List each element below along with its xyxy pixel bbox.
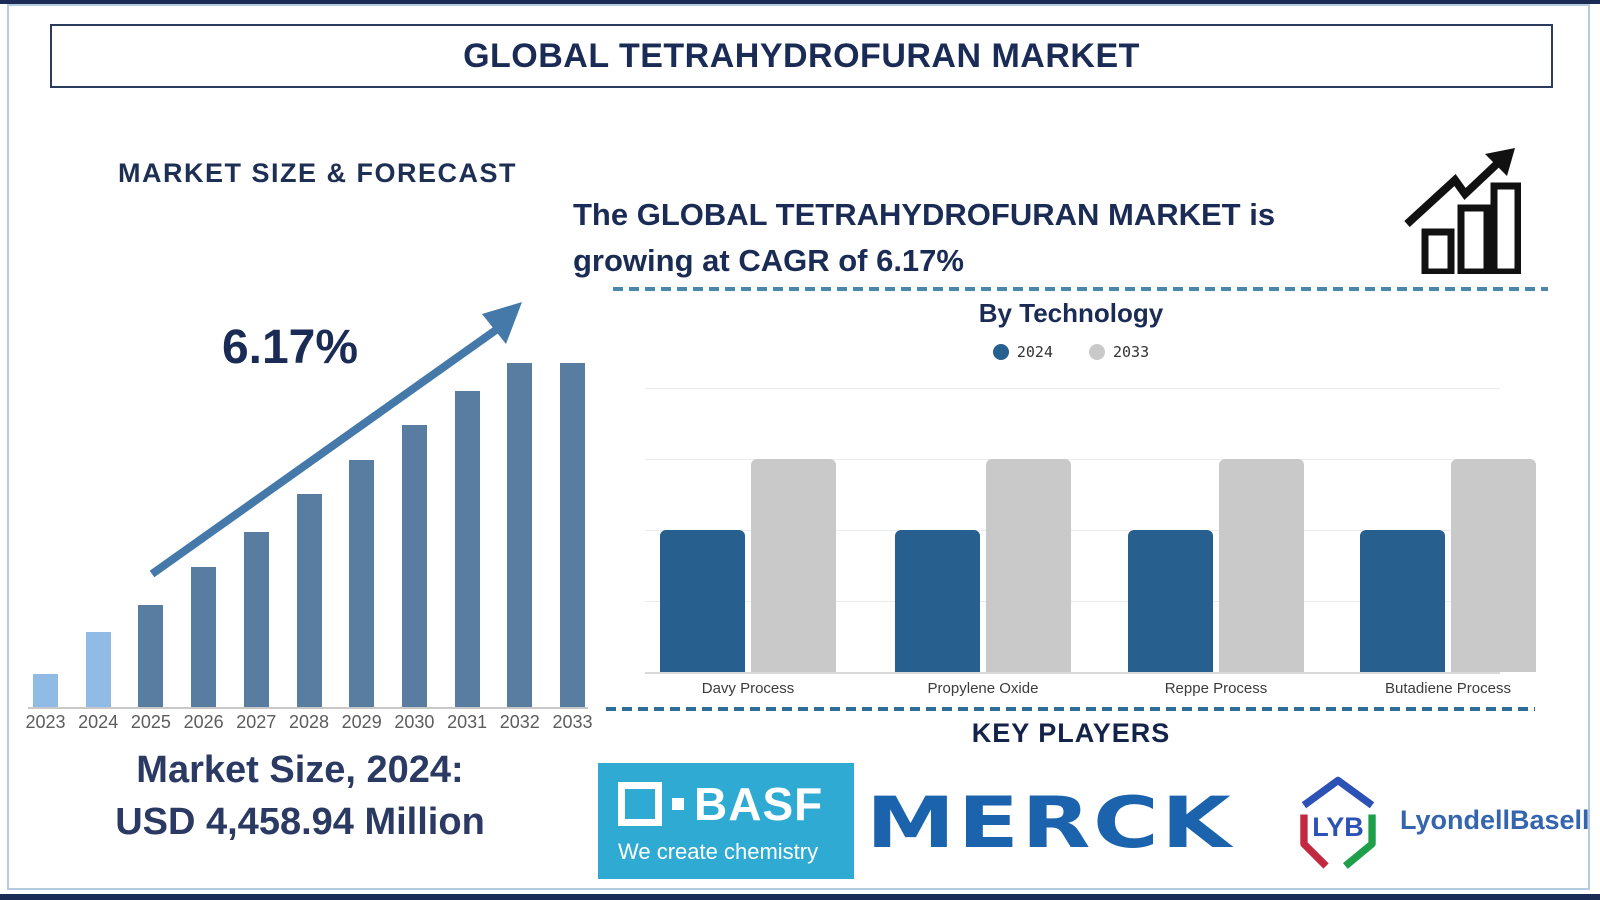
tech-bar-2024-propylene-oxide [895,530,980,672]
forecast-year-label-2033: 2033 [552,712,593,732]
lyondellbasell-wordmark: LyondellBasell [1400,804,1590,835]
top-accent-strip [0,0,1600,4]
forecast-year-label-2027: 2027 [236,712,277,732]
forecast-year-label-2023: 2023 [25,712,66,732]
tech-bar-2033-davy-process [751,459,836,672]
forecast-year-label-2028: 2028 [288,712,330,732]
dashed-divider-top [613,287,1548,291]
cagr-annotation: 6.17% [221,321,359,374]
bottom-accent-strip [0,894,1600,900]
legend-item-2024: 2024 [992,343,1053,361]
forecast-year-label-2032: 2032 [499,712,540,732]
merck-wordmark: MERCK [866,782,1234,864]
tech-group-propylene-oxide [895,388,1071,672]
forecast-year-label-2024: 2024 [78,712,119,732]
forecast-bar-2028 [296,494,322,708]
cagr-headline-line2: growing at CAGR of 6.17% [573,243,964,278]
market-size-line2: USD 4,458.94 Million [115,801,485,843]
lyb-hexagon-icon: LYB [1292,768,1384,872]
page-title: GLOBAL TETRAHYDROFURAN MARKET [463,36,1140,75]
tech-group-davy-process [660,388,836,672]
tech-group-reppe-process [1128,388,1304,672]
forecast-bar-2029 [349,459,375,708]
tech-category-label-reppe-process: Reppe Process [1164,680,1268,697]
tech-gridline-0 [645,388,1500,389]
basf-tagline: We create chemistry [618,839,819,864]
tech-gridline-4 [645,672,1500,674]
legend-label-2033: 2033 [1113,343,1150,361]
tech-bar-2024-butadiene-process [1360,530,1445,672]
tech-legend: 2024 2033 [606,343,1536,361]
cagr-headline-line1: The GLOBAL TETRAHYDROFURAN MARKET is [573,197,1276,232]
legend-dot-2033 [1089,344,1105,360]
basf-logo: BASF We create chemistry [598,763,854,879]
legend-dot-2024 [992,344,1009,360]
forecast-baseline [28,707,588,709]
frame-border [7,4,1590,890]
forecast-bar-2032 [507,363,533,708]
tech-gridline-2 [645,530,1500,531]
legend-label-2024: 2024 [1016,343,1053,361]
tech-category-labels: Davy Process Propylene Oxide Reppe Process… [645,680,1511,702]
forecast-bars [33,363,593,708]
market-size-forecast-heading: MARKET SIZE & FORECAST [118,158,518,188]
tech-bar-2024-davy-process [660,530,745,672]
tech-category-label-propylene-oxide: Propylene Oxide [927,680,1039,697]
forecast-year-label-2025: 2025 [130,712,171,732]
tech-gridline-3 [645,601,1500,602]
growth-arrow-icon [149,302,522,578]
title-banner: GLOBAL TETRAHYDROFURAN MARKET [50,24,1553,88]
tech-category-label-davy-process: Davy Process [701,680,795,697]
forecast-bar-2030 [401,425,427,708]
forecast-bar-2026 [191,566,217,708]
market-size-callout: Market Size, 2024: USD 4,458.94 Million [40,744,560,848]
forecast-bar-2024 [85,632,111,708]
legend-item-2033: 2033 [1089,343,1149,361]
tech-bar-2024-reppe-process [1128,530,1213,672]
tech-bar-2033-reppe-process [1219,459,1304,672]
forecast-year-label-2029: 2029 [341,712,382,732]
tech-bar-2033-butadiene-process [1451,459,1536,672]
dashed-divider-bottom [606,707,1535,711]
lyb-hexagon-svg [1300,776,1376,869]
key-players-heading: KEY PLAYERS [971,718,1171,748]
tech-gridline-1 [645,459,1500,460]
forecast-year-label-2026: 2026 [183,712,224,732]
forecast-bar-2027 [243,532,269,708]
basf-square-icon [618,782,662,826]
forecast-year-label-2031: 2031 [447,712,488,732]
lyondellbasell-logo: LYB LyondellBasell [1292,768,1592,872]
tech-group-butadiene-process [1360,388,1536,672]
basf-dot-icon [672,798,684,810]
bar-growth-icon [1404,148,1521,274]
forecast-year-label-2030: 2030 [394,712,435,732]
forecast-bar-2033 [560,363,585,708]
cagr-headline: The GLOBAL TETRAHYDROFURAN MARKET is gro… [573,192,1403,284]
tech-bar-2033-propylene-oxide [986,459,1071,672]
merck-logo: MERCK [866,788,1286,858]
by-technology-title: By Technology [978,298,1164,328]
market-size-line1: Market Size, 2024: [136,749,464,791]
forecast-bar-2031 [454,390,480,708]
basf-logo-row: BASF [618,777,854,831]
tech-chart [645,388,1536,674]
lyb-abbr: LYB [1312,812,1364,842]
basf-wordmark: BASF [694,778,824,830]
tech-category-label-butadiene-process: Butadiene Process [1385,680,1511,697]
forecast-year-labels: 2023 2024 2025 2026 2027 2028 2029 2030 2031 2032… [25,712,613,736]
forecast-bar-2025 [138,604,164,708]
forecast-bar-2023 [33,673,58,708]
